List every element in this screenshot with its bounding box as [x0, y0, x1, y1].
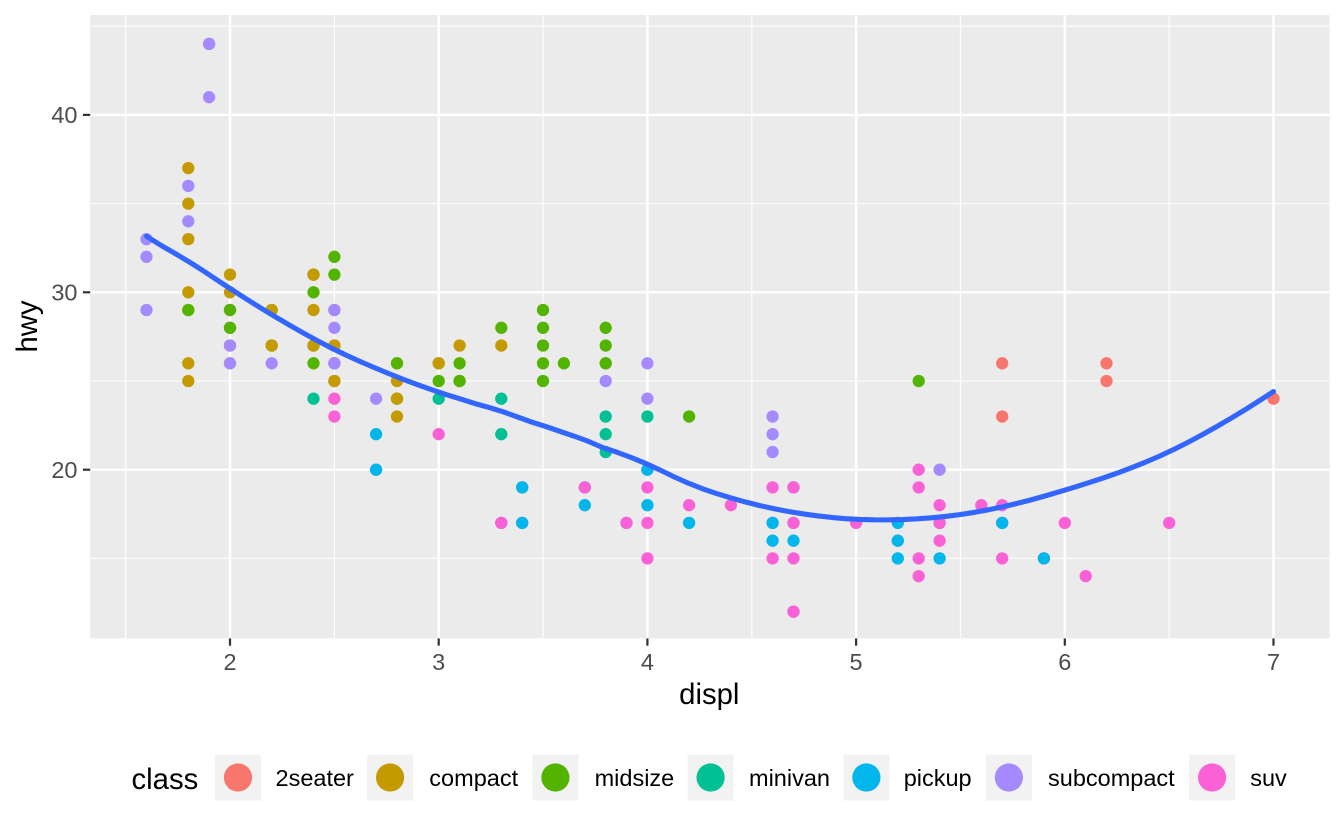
svg-text:suv: suv — [1250, 765, 1287, 791]
svg-text:displ: displ — [679, 678, 739, 711]
svg-text:4: 4 — [641, 649, 654, 675]
svg-text:30: 30 — [51, 280, 77, 306]
svg-text:midsize: midsize — [595, 765, 675, 791]
svg-text:class: class — [132, 763, 199, 796]
svg-text:5: 5 — [850, 649, 863, 675]
svg-text:6: 6 — [1058, 649, 1071, 675]
svg-text:20: 20 — [51, 457, 77, 483]
svg-text:pickup: pickup — [904, 765, 972, 791]
svg-text:3: 3 — [432, 649, 445, 675]
svg-text:2: 2 — [223, 649, 236, 675]
svg-text:7: 7 — [1267, 649, 1280, 675]
svg-text:minivan: minivan — [749, 765, 830, 791]
svg-text:compact: compact — [429, 765, 518, 791]
svg-text:40: 40 — [51, 102, 77, 128]
svg-text:subcompact: subcompact — [1048, 765, 1175, 791]
svg-text:hwy: hwy — [11, 300, 44, 352]
svg-text:2seater: 2seater — [276, 765, 355, 791]
